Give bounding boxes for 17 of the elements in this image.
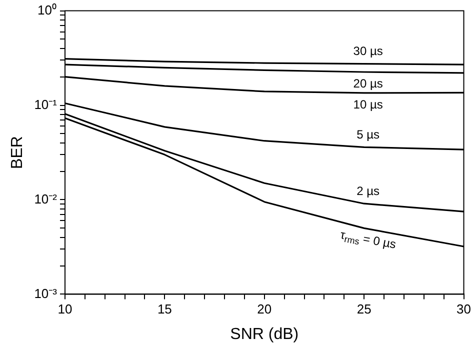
series-label: 2 µs [356, 184, 380, 198]
x-tick-label: 20 [257, 302, 272, 317]
y-tick-label: 10⁻³ [34, 286, 58, 301]
text: τrms = 0 µs [339, 228, 398, 252]
y-tick-label: 10⁰ [38, 2, 57, 18]
y-axis-title: BER [9, 136, 26, 169]
series-label: 5 µs [356, 127, 380, 142]
x-tick-label: 10 [58, 302, 72, 317]
series-label: 30 µs [353, 44, 383, 58]
y-tick-label: 10⁻² [34, 191, 58, 206]
series-label: 10 µs [353, 97, 383, 112]
x-tick-label: 25 [356, 302, 372, 317]
x-axis-title: SNR (dB) [230, 326, 299, 343]
x-tick-label: 15 [157, 302, 172, 317]
y-tick-label: 10⁻¹ [34, 96, 58, 112]
series-label: 20 µs [353, 76, 383, 90]
x-tick-label: 30 [456, 302, 472, 317]
